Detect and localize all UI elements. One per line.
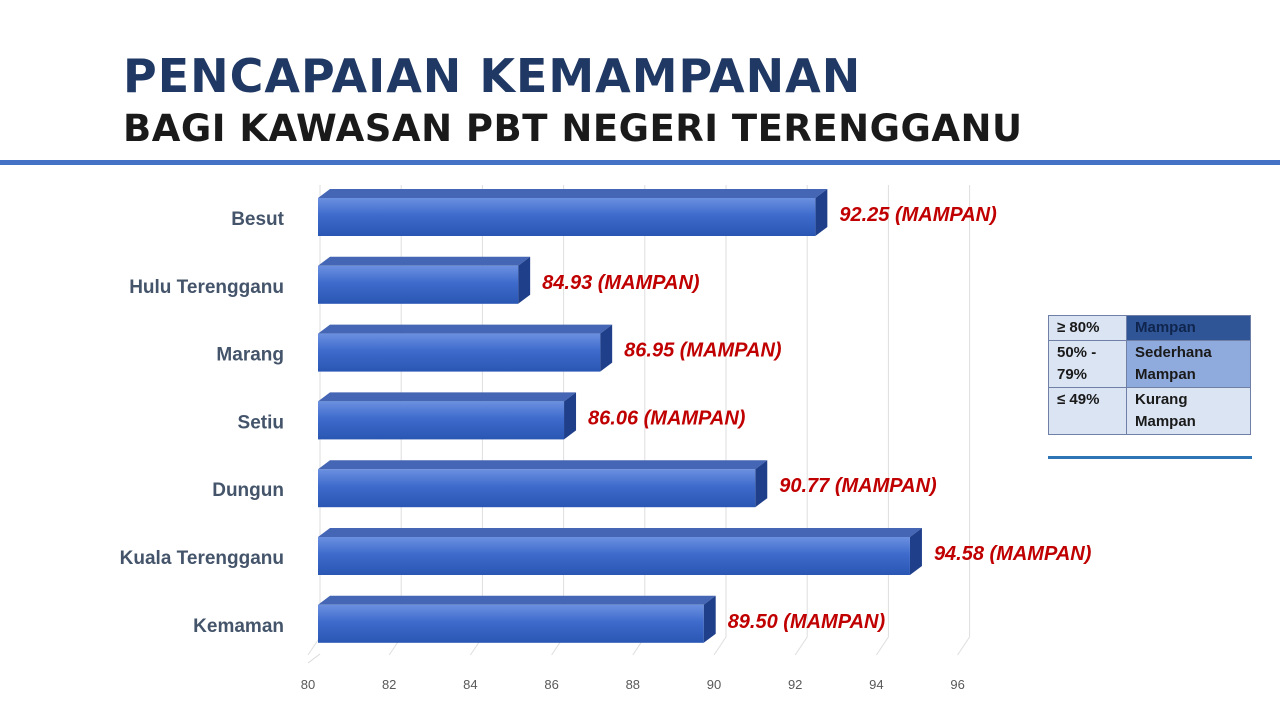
x-tick-label: 92 [788, 677, 802, 692]
bar-side [600, 324, 613, 372]
legend-table: ≥ 80% Mampan 50% - 79% Sederhana Mampan … [1048, 315, 1251, 435]
bar-front [318, 401, 565, 440]
x-tick-label: 96 [950, 677, 964, 692]
x-tick-label: 84 [463, 677, 477, 692]
category-label: Besut [231, 209, 284, 230]
bar-top [318, 595, 716, 605]
legend-range: 50% - 79% [1048, 340, 1127, 388]
x-tick-label: 90 [707, 677, 721, 692]
bar [318, 256, 531, 304]
legend-row: ≤ 49% Kurang Mampan [1048, 387, 1251, 435]
page-subtitle: BAGI KAWASAN PBT NEGERI TERENGGANU [123, 107, 1023, 150]
legend-status: Kurang Mampan [1126, 387, 1251, 435]
x-tick-label: 94 [869, 677, 883, 692]
bar-side [815, 189, 828, 236]
bar-side [909, 528, 922, 575]
bar-side [703, 595, 716, 643]
legend-range: ≤ 49% [1048, 387, 1127, 435]
bar-front [318, 265, 519, 304]
gridline [713, 185, 727, 656]
category-label: Kemaman [193, 616, 284, 637]
bar-front [318, 537, 910, 575]
legend-range: ≥ 80% [1048, 315, 1127, 341]
legend-status: Sederhana Mampan [1126, 340, 1251, 388]
legend-status: Mampan [1126, 315, 1251, 341]
gridline [794, 185, 808, 656]
bar-front [318, 604, 704, 643]
x-tick-label: 80 [301, 677, 315, 692]
bar-front [318, 469, 756, 508]
bar-top [318, 460, 768, 470]
bar [318, 595, 716, 643]
bar-side [518, 256, 531, 304]
data-label: 94.58 (MAMPAN) [934, 543, 1092, 565]
category-label: Dungun [212, 480, 284, 501]
bar-side [564, 392, 577, 440]
legend-row: 50% - 79% Sederhana Mampan [1048, 340, 1251, 388]
data-label: 84.93 (MAMPAN) [542, 272, 700, 294]
gridline [957, 185, 971, 656]
page-title: PENCAPAIAN KEMAMPANAN [123, 49, 862, 103]
bar [318, 460, 768, 508]
data-label: 89.50 (MAMPAN) [728, 611, 886, 633]
category-label: Setiu [238, 412, 284, 433]
bar [318, 392, 577, 440]
bar [318, 324, 613, 372]
data-label: 90.77 (MAMPAN) [779, 475, 937, 497]
bar-top [318, 528, 922, 537]
bar-front [318, 333, 601, 372]
bar [318, 528, 922, 575]
bar-top [318, 324, 613, 334]
category-label: Kuala Terengganu [120, 548, 284, 569]
category-label: Marang [216, 345, 284, 366]
bar-side [755, 460, 768, 508]
bar-front [318, 198, 816, 236]
data-label: 92.25 (MAMPAN) [839, 204, 997, 226]
title-divider [0, 160, 1280, 165]
legend-underline [1048, 456, 1252, 459]
bar-top [318, 256, 531, 266]
x-tick-label: 86 [544, 677, 558, 692]
bar-top [318, 392, 577, 402]
data-label: 86.06 (MAMPAN) [588, 407, 746, 429]
chart-floor [307, 653, 321, 664]
x-tick-label: 88 [626, 677, 640, 692]
data-label: 86.95 (MAMPAN) [624, 340, 782, 362]
gridline [875, 185, 889, 656]
x-tick-label: 82 [382, 677, 396, 692]
category-label: Hulu Terengganu [129, 277, 284, 298]
bar [318, 189, 828, 236]
bar-top [318, 189, 828, 198]
legend-row: ≥ 80% Mampan [1048, 315, 1251, 341]
